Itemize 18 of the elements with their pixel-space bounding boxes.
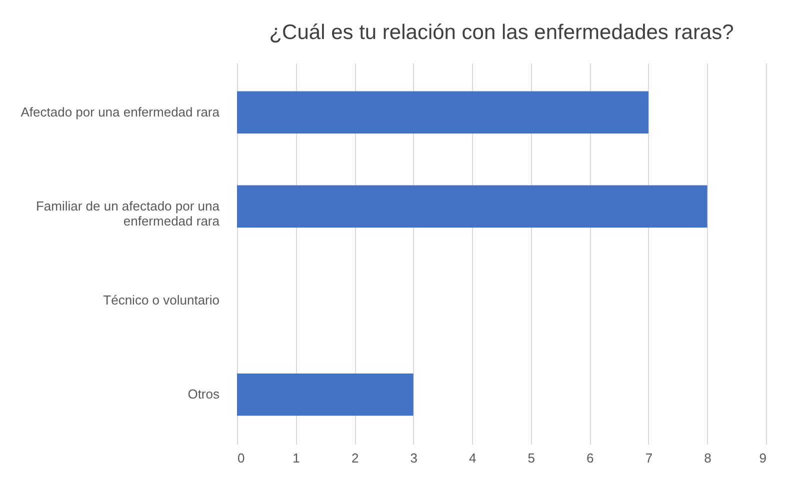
x-tick-label: 4 bbox=[468, 450, 476, 466]
x-tick-label: 3 bbox=[410, 450, 418, 466]
x-tick-label: 5 bbox=[528, 450, 536, 466]
x-tick-label: 8 bbox=[704, 450, 712, 466]
x-tick-label: 7 bbox=[645, 450, 653, 466]
bar bbox=[237, 91, 648, 134]
y-tick-label: Técnico o voluntario bbox=[103, 292, 220, 308]
x-tick-label: 0 bbox=[238, 450, 245, 466]
y-tick-label: Otros bbox=[188, 386, 220, 402]
chart-title: ¿Cuál es tu relación con las enfermedades raras? bbox=[269, 21, 734, 44]
x-tick-label: 9 bbox=[759, 450, 766, 466]
x-tick-label: 2 bbox=[351, 450, 359, 466]
x-tick-label: 1 bbox=[292, 450, 300, 466]
bar bbox=[237, 373, 414, 416]
bar bbox=[237, 185, 708, 228]
y-tick-label: Familiar de un afectado por una enfermedad rara bbox=[36, 198, 220, 228]
y-tick-label: Afectado por una enfermedad rara bbox=[20, 104, 220, 120]
x-tick-label: 6 bbox=[586, 450, 594, 466]
